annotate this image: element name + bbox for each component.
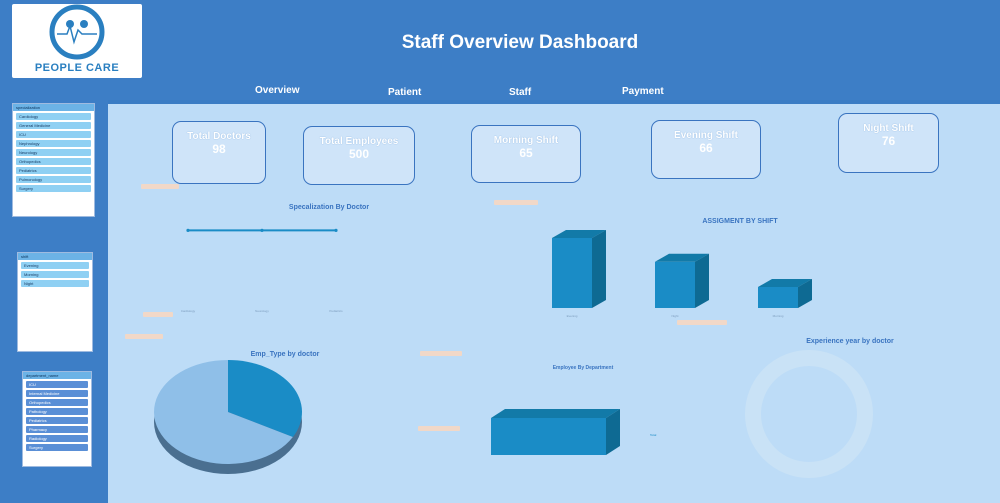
bar [552, 238, 592, 308]
specialization-slicer: specialization Cardiology General Medici… [12, 103, 95, 217]
filter-tag[interactable] [141, 184, 179, 189]
specialization-chart: Cardiology Neurology Pediatrics [181, 228, 343, 313]
filter-tag[interactable] [420, 351, 462, 356]
chart-title-department: Employee By Department [552, 365, 614, 371]
slicer-item[interactable]: Radiology [26, 435, 88, 442]
kpi-label: Total Doctors [187, 131, 251, 142]
slicer-item[interactable]: Surgery [26, 444, 88, 451]
pie-slice [154, 360, 293, 464]
nav-patient[interactable]: Patient [388, 87, 422, 98]
x-tick-label: Morning [773, 314, 784, 318]
kpi-value: 76 [881, 134, 896, 148]
slicer-item[interactable]: Orthopedics [16, 158, 91, 165]
slicer-item[interactable]: Morning [21, 271, 89, 278]
data-point [260, 228, 264, 232]
bar-top [655, 253, 709, 262]
nav-staff[interactable]: Staff [509, 87, 532, 98]
bar-top [758, 279, 812, 287]
department-chart: Total [491, 409, 657, 455]
kpi-value: 66 [699, 141, 713, 155]
kpi-label: Night Shift [863, 123, 914, 134]
kpi-label: Total Employees [319, 136, 399, 147]
kpi-morning-shift: Morning Shift 65 [471, 125, 581, 183]
filter-tag[interactable] [418, 426, 460, 431]
kpi-night-shift: Night Shift 76 [838, 113, 939, 173]
logo-text: PEOPLE CARE [34, 62, 120, 74]
data-point [186, 228, 190, 232]
slicer-item[interactable]: Pathology [26, 408, 88, 415]
page-title: Staff Overview Dashboard [401, 32, 639, 53]
bar-top [491, 409, 620, 418]
bar-side [695, 253, 709, 308]
donut-ring [745, 350, 873, 478]
hospital-logo: PEOPLE CARE [12, 4, 142, 78]
slicer-item[interactable]: Cardiology [16, 113, 91, 120]
emp-type-chart [154, 360, 302, 474]
kpi-total-doctors: Total Doctors 98 [172, 121, 266, 184]
kpi-value: 98 [212, 142, 226, 156]
bar-side [592, 230, 606, 308]
nav-overview[interactable]: Overview [255, 85, 300, 96]
slicer-item[interactable]: ICU [16, 131, 91, 138]
slicer-item[interactable]: Neurology [16, 149, 91, 156]
filter-tag[interactable] [677, 320, 727, 325]
x-tick-label: Pediatrics [329, 309, 343, 313]
bar [491, 418, 606, 455]
x-tick-label: Neurology [255, 309, 269, 313]
bar-top [552, 230, 606, 238]
data-point [334, 228, 338, 232]
slicer-item[interactable]: Pharmacy [26, 426, 88, 433]
chart-title-experience: Experience year by doctor [806, 338, 894, 345]
slicer-item[interactable]: Evening [21, 262, 89, 269]
x-tick-label: Evening [567, 314, 578, 318]
kpi-label: Morning Shift [493, 135, 559, 146]
chart-title-emp-type: Emp_Type by doctor [250, 351, 320, 358]
experience-chart [745, 350, 873, 478]
slicer-item[interactable]: Pediatrics [16, 167, 91, 174]
bar-side [606, 409, 620, 455]
slicer-item[interactable]: ICU [26, 381, 88, 388]
department-slicer: department_name ICU Internal Medicine Or… [22, 371, 92, 467]
kpi-label: Evening Shift [674, 130, 738, 141]
kpi-value: 500 [348, 147, 370, 161]
kpi-value: 65 [519, 146, 533, 160]
kpi-total-employees: Total Employees 500 [303, 126, 415, 185]
slicer-item[interactable]: Pediatrics [26, 417, 88, 424]
slicer-item[interactable]: Nephrology [16, 140, 91, 147]
kpi-evening-shift: Evening Shift 66 [651, 120, 761, 179]
pie-slice [228, 360, 302, 438]
chart-title-shift: ASSIGMENT BY SHIFT [702, 218, 778, 225]
slicer-item[interactable]: Surgery [16, 185, 91, 192]
slicer-item[interactable]: Internal Medicine [26, 390, 88, 397]
slicer-item[interactable]: Orthopedics [26, 399, 88, 406]
shift-chart: Evening Night Morning [552, 230, 812, 318]
x-tick-label: Cardiology [181, 309, 196, 313]
slicer-header: shift [18, 253, 92, 260]
slicer-item[interactable]: Night [21, 280, 89, 287]
slicer-item[interactable]: Pulmonology [16, 176, 91, 183]
slicer-header: department_name [23, 372, 91, 379]
sidebar: specialization Cardiology General Medici… [0, 100, 108, 503]
bar [655, 261, 695, 308]
logo-emblem [49, 4, 105, 60]
chart-title-specialization: Specalization By Doctor [288, 204, 370, 211]
filter-tag[interactable] [143, 312, 173, 317]
x-tick-label: Night [671, 314, 678, 318]
shift-slicer: shift Evening Morning Night [17, 252, 93, 352]
bar-side [798, 279, 812, 308]
slicer-header: specialization [13, 104, 94, 111]
dashboard-header: PEOPLE CARE Staff Overview Dashboard Ove… [0, 0, 1000, 100]
slicer-item[interactable]: General Medicine [16, 122, 91, 129]
bar [758, 287, 798, 308]
nav-payment[interactable]: Payment [622, 86, 664, 97]
filter-tag[interactable] [494, 200, 538, 205]
filter-tag[interactable] [125, 334, 163, 339]
legend-label: Total [650, 433, 657, 437]
